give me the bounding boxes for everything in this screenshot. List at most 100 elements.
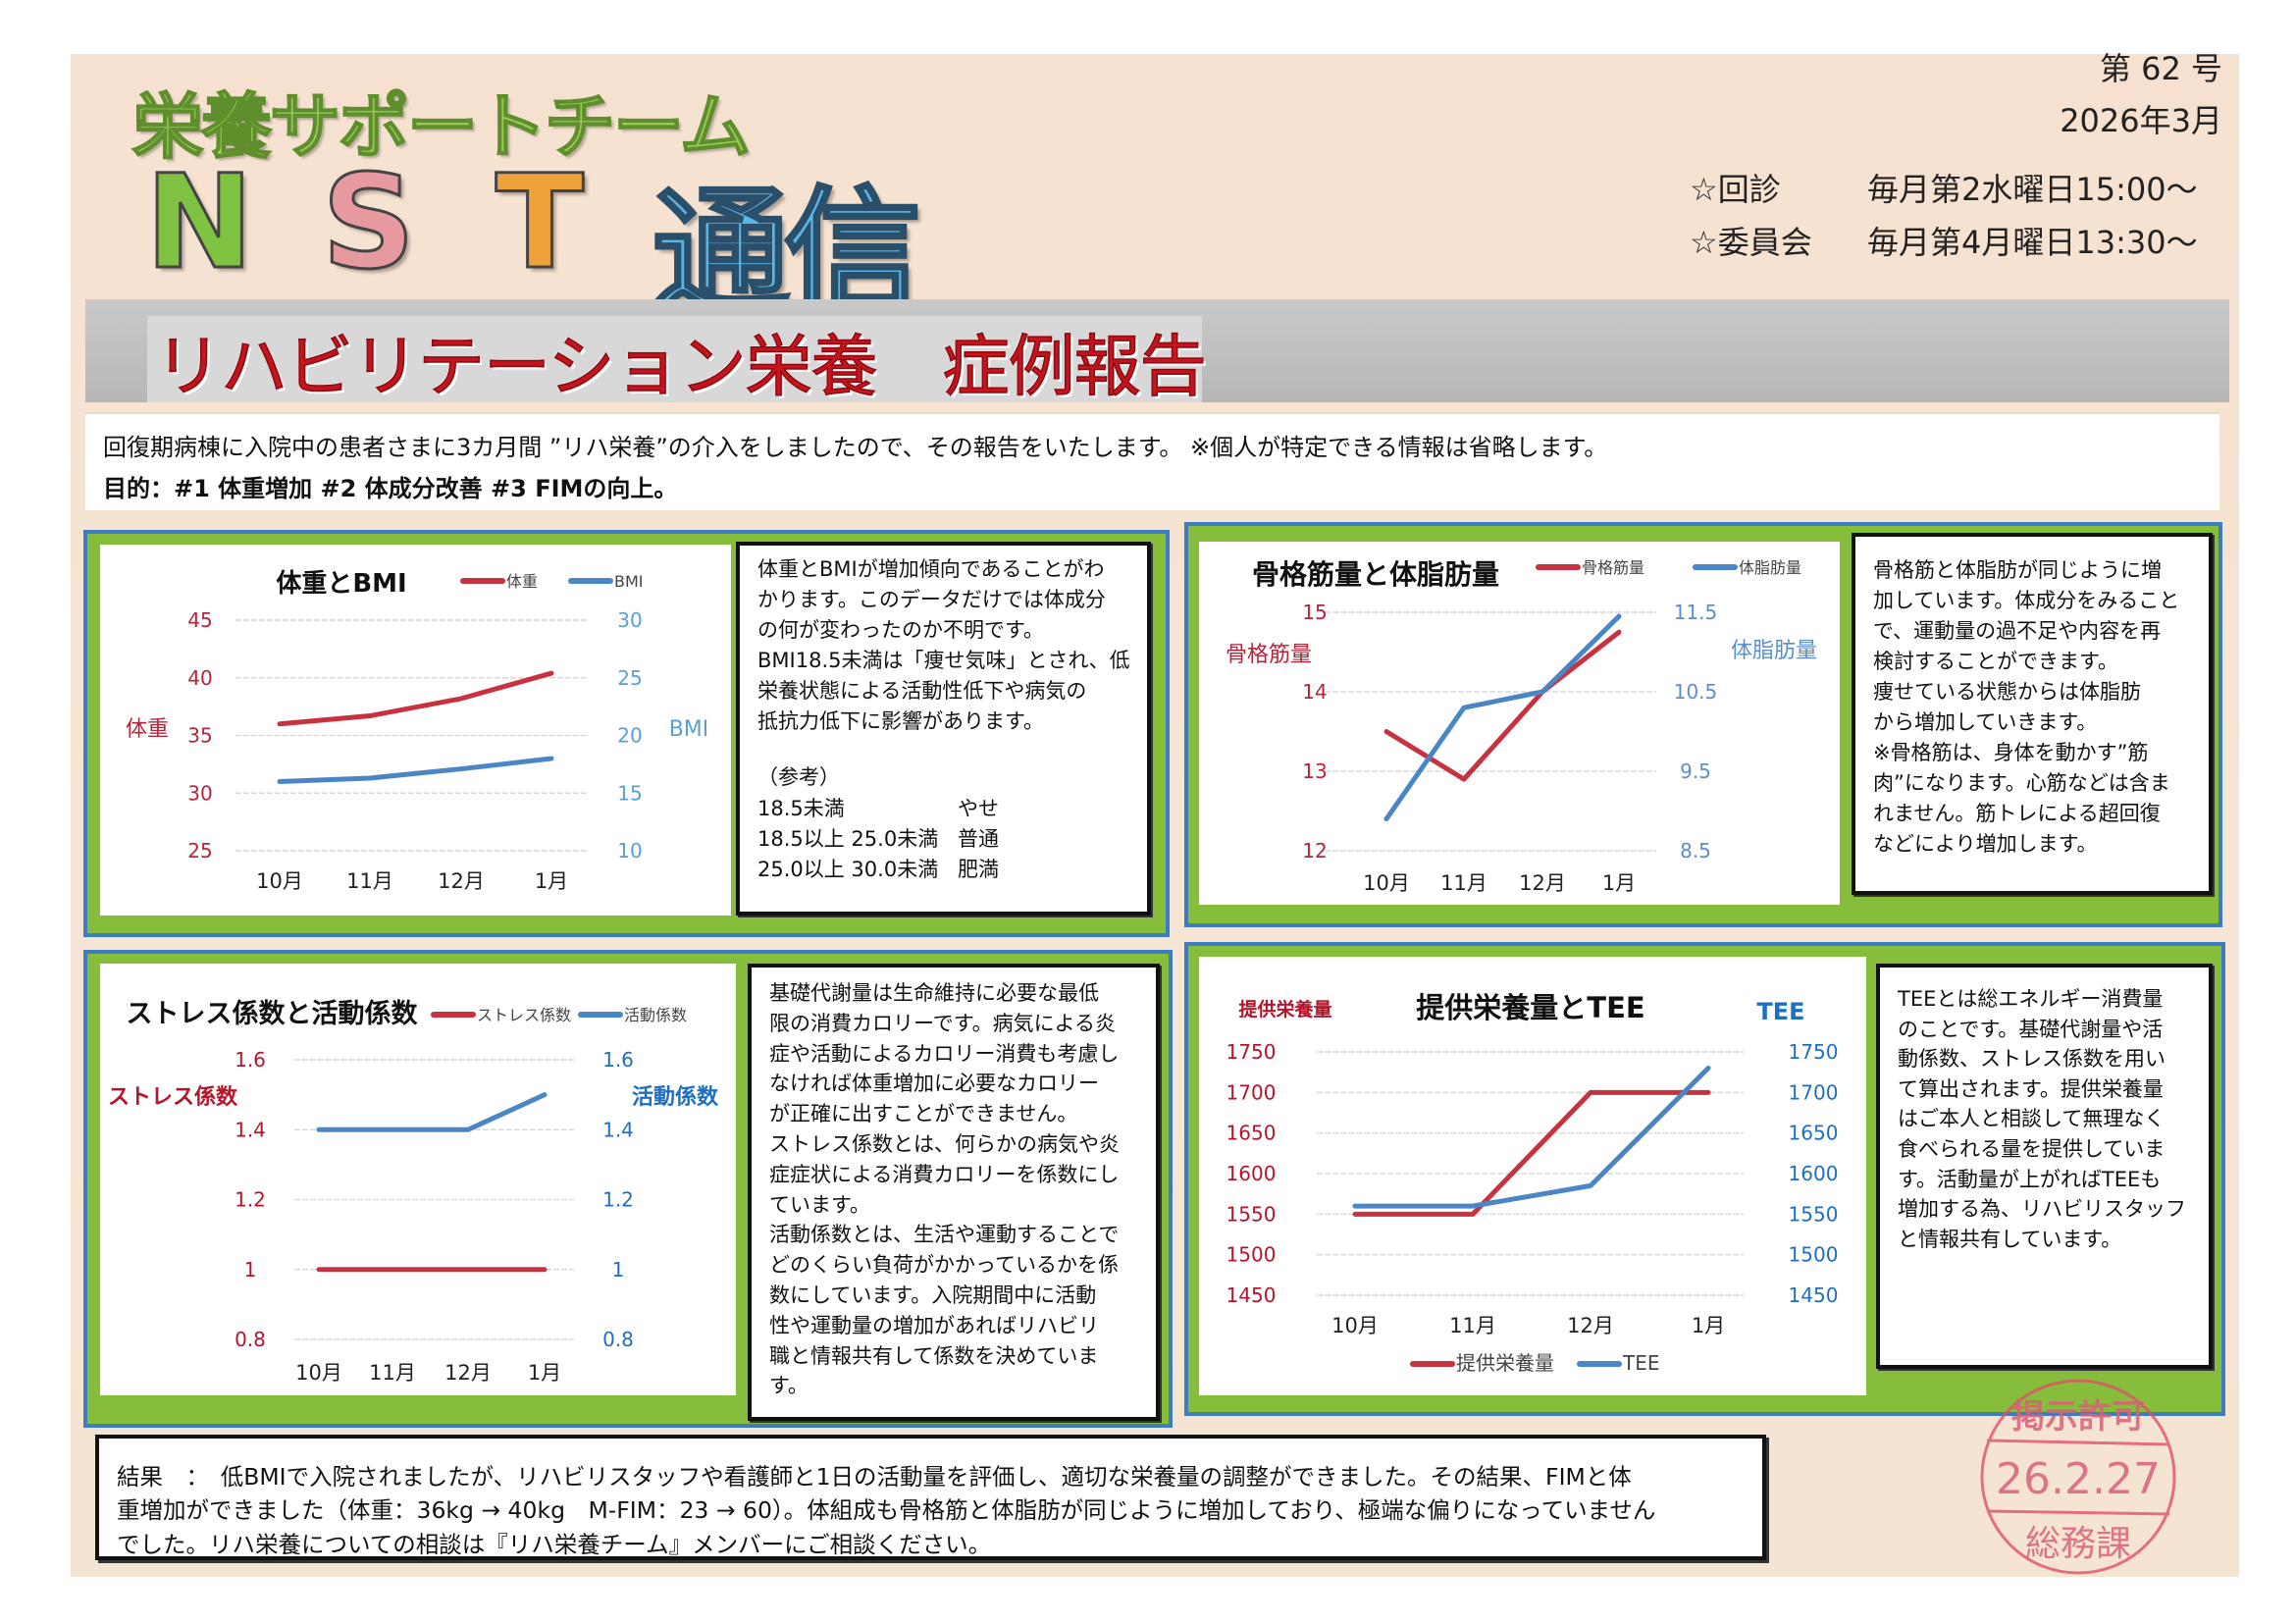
issue-date: 2026年3月 (2060, 102, 2222, 139)
series-line-red (277, 670, 554, 727)
left-tick-label: 1450 (1226, 1283, 1277, 1307)
chart-svg: 45 30 40 25 35 20 30 15 25 10 10月 11月 12月 1月 体重とBMI 体重 B… (126, 569, 708, 893)
right-tick-label: 1450 (1789, 1283, 1839, 1307)
series-line-blue (1383, 613, 1622, 822)
schedule-label-rounds: ☆回診 (1690, 171, 1781, 208)
text-line: で、運動量の過不足や内容を再 (1873, 619, 2162, 643)
left-axis-title: 提供栄養量 (1238, 998, 1331, 1021)
text-line: 痩せている状態からは体脂肪 (1873, 680, 2141, 704)
text-line: 骨格筋と体脂肪が同じように増 (1873, 558, 2162, 582)
chart-title: 体重とBMI (276, 569, 406, 599)
issue-number: 第 62 号 (2099, 50, 2222, 87)
chart-svg: 1.6 1.6 1.4 1.4 1.2 1.2 1 1 0.8 0.8 10月 11月 12月 1月 ストレ… (108, 999, 719, 1385)
left-axis-title: 体重 (126, 717, 169, 742)
x-tick-label: 1月 (1692, 1314, 1725, 1337)
text-line: 加しています。体成分をみること (1873, 589, 2180, 612)
text-line: などにより増加します。 (1873, 832, 2098, 856)
results-line-1: 結果 ： 低BMIで入院されましたが、リハビリスタッフや看護師と1日の活動量を評… (117, 1463, 1632, 1491)
x-tick-label: 11月 (369, 1361, 416, 1385)
results-box: 結果 ： 低BMIで入院されましたが、リハビリスタッフや看護師と1日の活動量を評… (95, 1435, 1766, 1560)
x-tick-label: 10月 (295, 1361, 342, 1385)
nst-letter-t: T (494, 146, 585, 300)
right-tick-label: 9.5 (1680, 759, 1711, 783)
intro-purpose: 目的：#1 体重増加 #2 体成分改善 #3 FIMの向上。 (103, 475, 678, 502)
reference-range: 18.5未満 (757, 797, 845, 820)
reference-range: 18.5以上 25.0未満 (757, 827, 939, 851)
x-tick-label: 12月 (1567, 1314, 1614, 1337)
nst-letter-s: S (320, 146, 416, 300)
text-line: 基礎代謝量は生命維持に必要な最低 (769, 981, 1099, 1005)
text-line: が正確に出すことができません。 (769, 1102, 1078, 1126)
left-tick-label: 25 (187, 839, 212, 863)
text-line: す。活動量が上がればTEEも (1898, 1167, 2162, 1191)
left-tick-label: 1650 (1226, 1122, 1277, 1145)
legend-label: BMI (614, 572, 644, 591)
text-line: なければ体重増加に必要なカロリー (769, 1072, 1099, 1096)
text-line: ストレス係数とは、何らかの病気や炎 (769, 1132, 1120, 1156)
text-line: 性や運動量の増加があればリハビリ (769, 1313, 1099, 1337)
team-name: 栄養サポートチーム (131, 84, 752, 169)
right-tick-label: 10.5 (1674, 680, 1718, 704)
text-line: かります。このデータだけでは体成分 (757, 588, 1106, 611)
text-line: 栄養状態による活動性低下や病気の (757, 679, 1087, 703)
schedule-value-rounds: 毎月第2水曜日15:00～ (1867, 171, 2198, 208)
left-tick-label: 1550 (1226, 1202, 1277, 1226)
right-tick-label: 1550 (1789, 1202, 1839, 1226)
text-box-nutrition-tee: TEEとは総エネルギー消費量 のことです。基礎代謝量や活 動係数、ストレス係数を用い… (1876, 964, 2213, 1369)
text-line: から増加していきます。 (1873, 710, 2098, 734)
text-line: と情報共有しています。 (1898, 1227, 2122, 1251)
x-tick-label: 1月 (1602, 871, 1636, 895)
legend-label: TEE (1622, 1351, 1660, 1375)
reference-category: 肥満 (958, 858, 999, 881)
chart-title: 提供栄養量とTEE (1416, 991, 1644, 1024)
text-line: TEEとは総エネルギー消費量 (1898, 987, 2164, 1011)
text-line: 活動係数とは、生活や運動することで (769, 1223, 1120, 1247)
nst-letter-n: N (143, 146, 254, 300)
x-tick-label: 11月 (1440, 871, 1487, 895)
right-tick-label: 1.6 (602, 1048, 634, 1072)
stamp-bottom-text: 総務課 (2025, 1524, 2131, 1564)
left-tick-label: 15 (1302, 601, 1327, 624)
left-tick-label: 14 (1302, 680, 1327, 704)
text-line: 体重とBMIが増加傾向であることがわ (757, 557, 1105, 581)
stamp-date: 26.2.27 (1996, 1454, 2161, 1504)
left-tick-label: 1.6 (235, 1048, 266, 1072)
x-tick-label: 1月 (528, 1361, 561, 1385)
left-tick-label: 13 (1302, 759, 1327, 783)
text-line: 肉”になります。心筋などは含ま (1873, 771, 2170, 795)
series-line-blue (277, 756, 554, 784)
legend-label: 骨格筋量 (1582, 558, 1644, 577)
chart-weight-bmi: 45 30 40 25 35 20 30 15 25 10 10月 11月 12月 1月 体重とBMI 体重 B… (100, 545, 731, 916)
right-tick-label: 0.8 (602, 1328, 634, 1351)
x-tick-label: 12月 (438, 869, 485, 893)
left-tick-label: 1700 (1226, 1080, 1277, 1104)
chart-svg: 1750 1750 1700 1700 1650 1650 1600 1600 1550 1550… (1226, 991, 1839, 1375)
text-line: のことです。基礎代謝量や活 (1898, 1017, 2164, 1041)
left-tick-label: 1.2 (235, 1188, 266, 1212)
left-tick-label: 35 (187, 724, 212, 748)
legend-label: 活動係数 (624, 1006, 687, 1024)
text-line: 増加する為、リハビリスタッフ (1898, 1197, 2186, 1222)
left-tick-label: 1500 (1226, 1243, 1277, 1267)
left-tick-label: 45 (187, 608, 212, 632)
text-line: 症や活動によるカロリー消費も考慮し (769, 1041, 1120, 1066)
text-line: 検討することができます。 (1873, 650, 2118, 673)
right-tick-label: 1700 (1789, 1080, 1839, 1104)
text-line: 症症状による消費カロリーを係数にし (769, 1162, 1120, 1186)
chart-title: ストレス係数と活動係数 (127, 999, 419, 1029)
text-line: 限の消費カロリーです。病気による炎 (769, 1011, 1117, 1035)
text-line: 職と情報共有して係数を決めていま (769, 1343, 1099, 1368)
right-tick-label: 30 (617, 608, 642, 632)
x-tick-label: 1月 (535, 869, 568, 893)
right-axis-title: TEE (1756, 998, 1804, 1025)
chart-stress-activity: 1.6 1.6 1.4 1.4 1.2 1.2 1 1 0.8 0.8 10月 11月 12月 1月 ストレ… (100, 964, 736, 1395)
right-tick-label: 1.2 (602, 1188, 634, 1212)
right-tick-label: 1600 (1789, 1162, 1839, 1185)
banner-title: リハビリテーション栄養 症例報告 (154, 328, 1207, 407)
left-tick-label: 1750 (1226, 1040, 1277, 1064)
left-axis-title: 骨格筋量 (1226, 643, 1312, 667)
title-banner-inner (147, 316, 1202, 402)
right-tick-label: 1650 (1789, 1122, 1839, 1145)
right-tick-label: 10 (617, 839, 642, 863)
text-box-muscle-fat: 骨格筋と体脂肪が同じように増 加しています。体成分をみること で、運動量の過不足や内… (1852, 533, 2213, 895)
